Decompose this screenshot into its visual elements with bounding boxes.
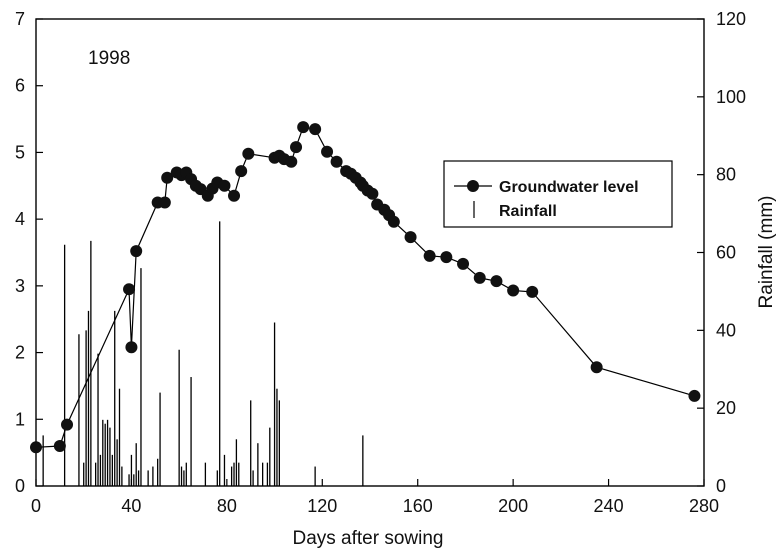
legend-label-groundwater: Groundwater level	[499, 179, 639, 196]
x-tick-label: 200	[498, 496, 528, 516]
groundwater-point	[61, 418, 74, 431]
x-tick-label: 120	[307, 496, 337, 516]
groundwater-point	[473, 271, 486, 284]
y2-tick-label: 60	[716, 243, 736, 263]
y2-tick-label: 120	[716, 9, 746, 29]
groundwater-point	[688, 389, 701, 402]
groundwater-point	[507, 284, 520, 297]
y2-tick-label: 40	[716, 320, 736, 340]
groundwater-point	[285, 155, 298, 168]
y-tick-label: 4	[15, 209, 25, 229]
groundwater-point	[490, 275, 503, 288]
groundwater-point	[30, 441, 42, 454]
groundwater-point	[590, 361, 603, 374]
y-tick-label: 7	[15, 9, 25, 29]
groundwater-point	[440, 251, 453, 264]
legend: Groundwater level Rainfall	[443, 160, 673, 228]
groundwater-point	[125, 341, 138, 354]
y-tick-label: 3	[15, 276, 25, 296]
year-annotation: 1998	[88, 48, 130, 69]
groundwater-point	[387, 215, 400, 228]
legend-marker-icon	[467, 180, 479, 192]
x-tick-label: 240	[594, 496, 624, 516]
groundwater-point	[158, 196, 171, 209]
y-tick-label: 2	[15, 343, 25, 363]
y2-tick-label: 100	[716, 87, 746, 107]
groundwater-point	[228, 189, 241, 202]
x-tick-label: 160	[403, 496, 433, 516]
groundwater-point	[330, 155, 343, 168]
groundwater-point	[366, 187, 379, 200]
y-tick-label: 0	[15, 476, 25, 496]
groundwater-point	[53, 439, 66, 452]
groundwater-point	[290, 141, 303, 154]
rainfall-series	[42, 221, 364, 486]
groundwater-point	[161, 171, 174, 184]
groundwater-point	[423, 249, 436, 262]
x-axis-title: Days after sowing	[292, 528, 443, 548]
groundwater-point	[526, 285, 539, 298]
groundwater-point	[321, 145, 334, 158]
groundwater-point	[309, 123, 322, 136]
legend-label-rainfall: Rainfall	[499, 203, 557, 220]
y-tick-label: 1	[15, 409, 25, 429]
y-tick-label: 6	[15, 76, 25, 96]
legend-box	[443, 160, 673, 228]
x-tick-label: 40	[121, 496, 141, 516]
y-axis-right: 0 20 40 60 80 100 120	[697, 9, 746, 496]
y2-tick-label: 0	[716, 476, 726, 496]
y2-axis-title: Rainfall (mm)	[756, 196, 777, 309]
groundwater-series	[30, 121, 701, 454]
groundwater-point	[235, 165, 248, 178]
groundwater-point	[218, 179, 231, 192]
y2-tick-label: 20	[716, 398, 736, 418]
x-tick-label: 80	[217, 496, 237, 516]
groundwater-point	[242, 147, 255, 160]
groundwater-point	[404, 231, 417, 244]
groundwater-point	[297, 121, 310, 134]
x-tick-label: 0	[31, 496, 41, 516]
y-axis-left: 0 1 2 3 4 5 6 7	[15, 9, 43, 496]
x-tick-label: 280	[689, 496, 719, 516]
y2-tick-label: 80	[716, 165, 736, 185]
y-tick-label: 5	[15, 142, 25, 162]
groundwater-point	[457, 257, 470, 270]
groundwater-point	[123, 283, 136, 296]
x-axis: 0 40 80 120 160 200 240 280	[31, 479, 719, 516]
groundwater-point	[130, 245, 143, 258]
